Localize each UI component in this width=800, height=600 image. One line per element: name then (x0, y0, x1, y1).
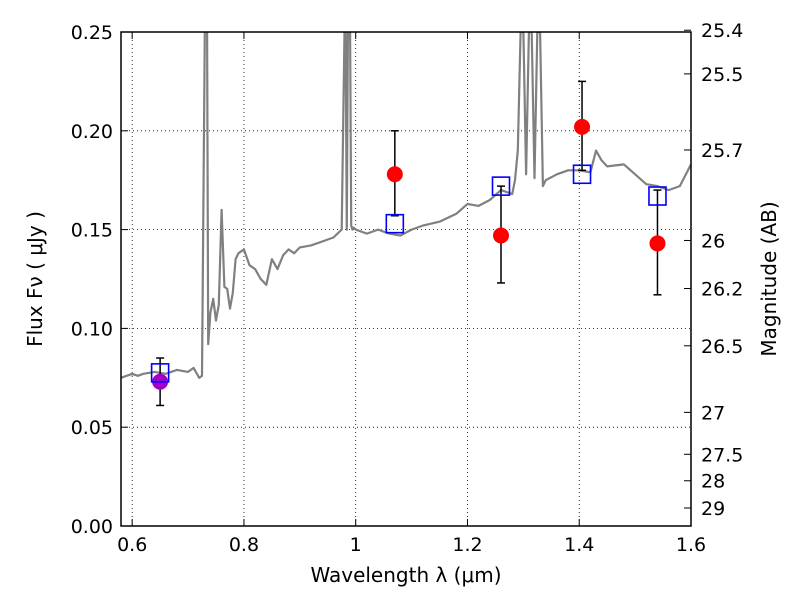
x-tick-label: 1.2 (452, 534, 482, 556)
y2-tick-label: 25.5 (701, 64, 743, 86)
y-tick-label: 0.20 (71, 121, 113, 143)
y-tick-label: 0.15 (71, 220, 113, 242)
ticks: 0.6 0.8 1 1.2 1.4 1.6 0.00 0.05 0.10 0.15 0.20 0.25… (71, 20, 744, 556)
plot-frame (120, 31, 692, 527)
y2-tick-label: 26.5 (701, 336, 743, 358)
x-axis-title: Wavelength λ (μm) (310, 563, 501, 587)
x-tick-label: 1 (350, 534, 362, 556)
model-photometry-point (648, 186, 667, 206)
y-axis-title: Flux Fν ( μJy ) (23, 211, 47, 347)
y2-tick-label: 26 (701, 230, 725, 252)
observed-point (649, 235, 666, 252)
y2-tick-label: 25.7 (701, 140, 743, 162)
x-tick-label: 0.6 (117, 534, 147, 556)
x-tick-label: 0.8 (229, 534, 259, 556)
spectrum-line (121, 32, 691, 379)
y-tick-label: 0.00 (71, 516, 113, 538)
model-photometry-point (572, 164, 592, 185)
y-tick-label: 0.05 (71, 417, 113, 439)
y2-axis-title: Magnitude (AB) (757, 201, 781, 356)
data-markers (150, 80, 667, 407)
observed-point (574, 118, 591, 135)
y2-tick-label: 28 (701, 471, 725, 493)
model-photometry-point (150, 363, 170, 383)
x-tick-label: 1.6 (676, 534, 706, 556)
observed-point (493, 227, 509, 244)
y-tick-label: 0.10 (71, 318, 113, 340)
y2-tick-label: 25.4 (701, 20, 743, 42)
model-photometry-point (491, 176, 511, 196)
y2-tick-label: 27 (701, 402, 725, 424)
x-tick-label: 1.4 (564, 534, 594, 556)
model-photometry-point (385, 213, 405, 234)
y-tick-label: 0.25 (71, 22, 113, 44)
observed-point (386, 166, 403, 183)
y2-tick-label: 29 (701, 498, 725, 520)
y2-tick-label: 26.2 (701, 278, 743, 300)
model-spectrum (121, 32, 691, 379)
y2-tick-label: 27.5 (701, 444, 743, 466)
